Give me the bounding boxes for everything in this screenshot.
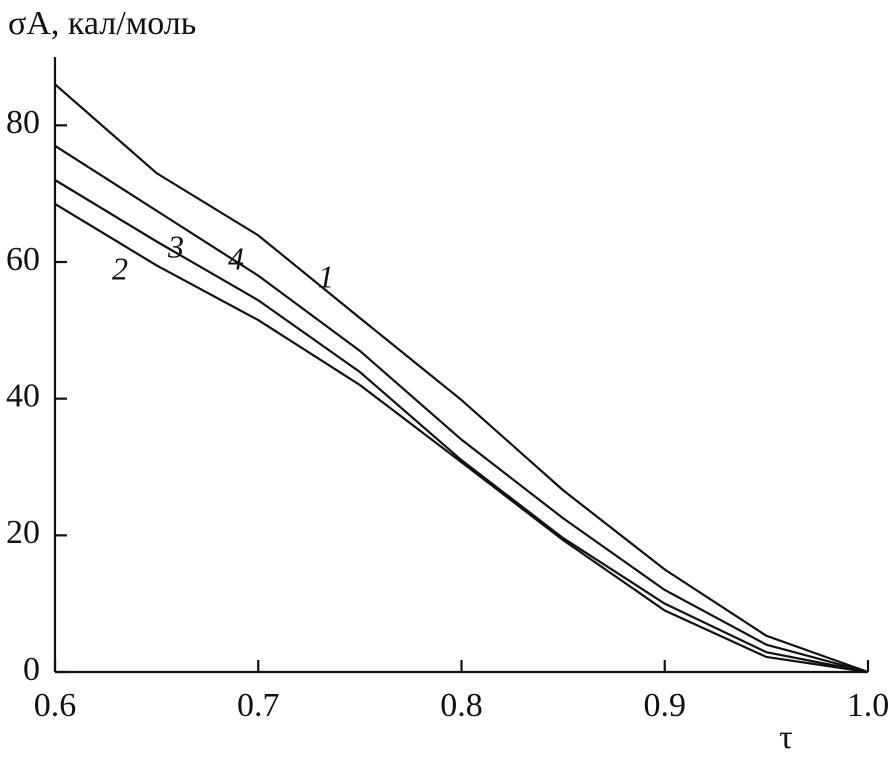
series-line [54, 202, 869, 674]
x-tick-label: 1.0 [847, 687, 890, 724]
x-tick-label: 0.7 [237, 687, 280, 724]
x-tick-label: 0.8 [440, 687, 483, 724]
y-tick-label: 0 [23, 651, 40, 688]
y-tick-label: 80 [6, 104, 40, 141]
series-label: 3 [167, 228, 184, 264]
series-line [54, 83, 869, 674]
x-tick-label: 0.6 [34, 687, 77, 724]
series-label: 1 [318, 258, 334, 294]
x-tick-label: 0.9 [644, 687, 687, 724]
series-line [54, 144, 869, 674]
series-label: 4 [228, 240, 244, 276]
x-axis-label: τ [779, 719, 793, 756]
y-tick-label: 40 [6, 377, 40, 414]
series-label: 2 [112, 250, 128, 286]
y-tick-label: 20 [6, 514, 40, 551]
series-line [54, 179, 869, 674]
y-tick-label: 60 [6, 241, 40, 278]
y-axis-label: σA, кал/моль [8, 5, 196, 42]
